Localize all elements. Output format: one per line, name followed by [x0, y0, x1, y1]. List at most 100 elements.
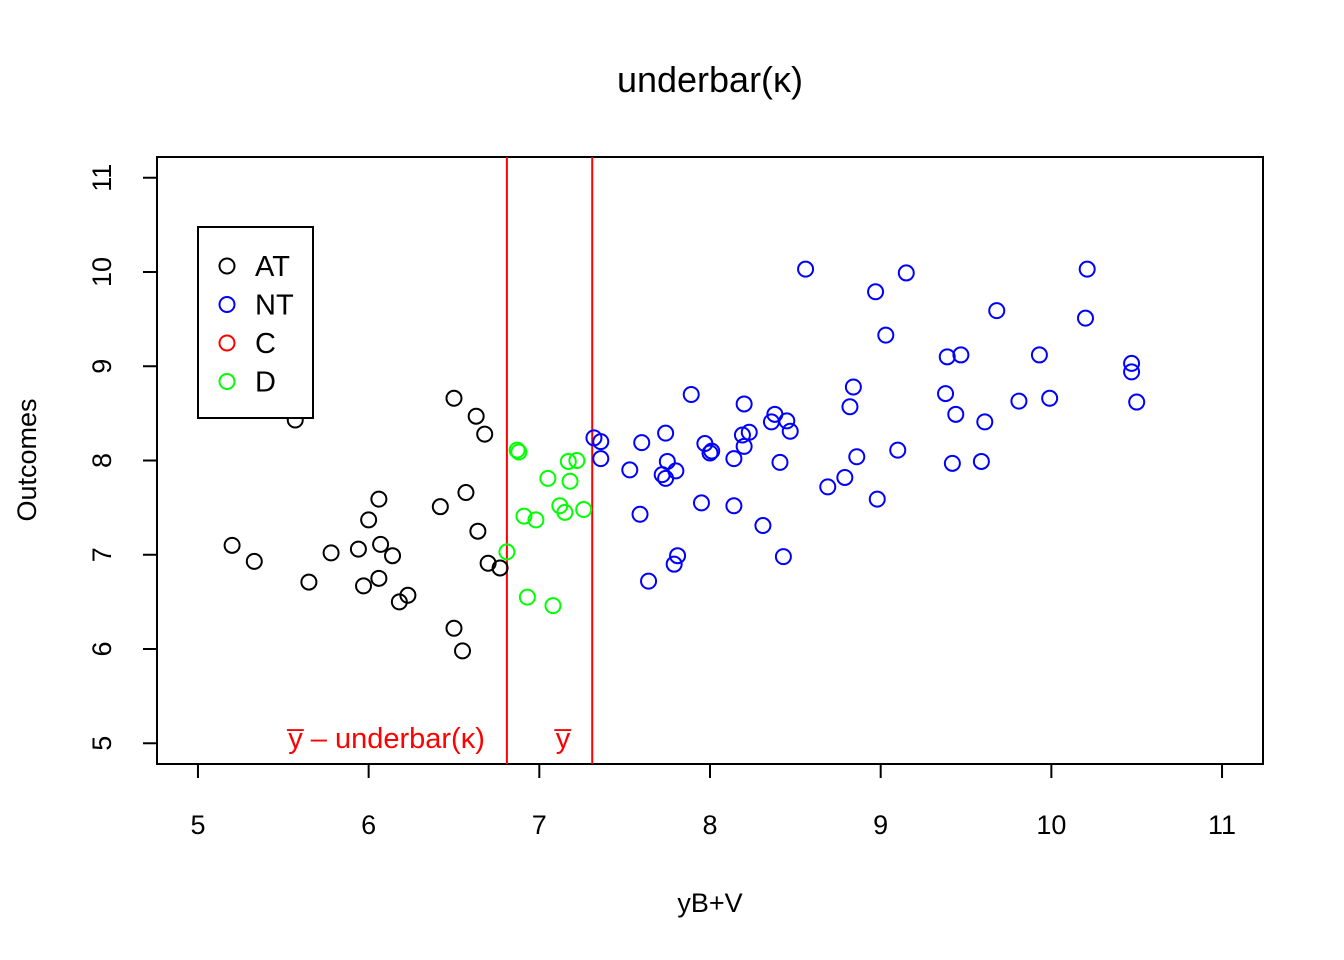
- data-point-nt: [938, 348, 956, 366]
- data-point-at: [399, 586, 417, 604]
- data-point-nt: [735, 437, 753, 455]
- data-point-d: [559, 452, 577, 470]
- data-point-nt: [633, 434, 651, 452]
- data-point-nt: [836, 468, 854, 486]
- data-point-nt: [1128, 393, 1146, 411]
- legend-label: D: [255, 367, 276, 399]
- data-point-nt: [797, 260, 815, 278]
- data-point-at: [300, 573, 318, 591]
- data-point-nt: [897, 264, 915, 282]
- data-point-at: [372, 535, 390, 553]
- y-tick-label: 5: [87, 736, 117, 751]
- data-point-nt: [657, 424, 675, 442]
- legend-marker: [218, 373, 236, 390]
- data-point-at: [349, 540, 367, 558]
- data-point-at: [223, 536, 241, 554]
- reference-line-label: y̅: [554, 723, 572, 755]
- data-point-d: [568, 452, 586, 469]
- y-tick-label: 6: [87, 641, 117, 656]
- data-point-at: [355, 577, 373, 595]
- data-point-nt: [1123, 363, 1141, 381]
- data-point-at: [322, 544, 340, 562]
- y-axis: 5 6 7 8 9 10 11: [87, 164, 158, 751]
- y-tick-label: 8: [87, 453, 117, 468]
- data-point-nt: [1078, 260, 1096, 278]
- data-point-nt: [877, 326, 895, 344]
- data-point-nt: [947, 405, 965, 423]
- data-point-nt: [1030, 346, 1048, 364]
- reference-lines: y̅ – underbar(κ) y̅: [286, 157, 594, 764]
- data-point-at: [370, 490, 388, 508]
- data-point-nt: [701, 444, 719, 462]
- data-point-nt: [631, 505, 649, 523]
- data-point-d: [539, 469, 557, 487]
- data-point-nt: [868, 490, 886, 508]
- data-point-nt: [1123, 354, 1141, 372]
- data-point-nt: [640, 572, 658, 590]
- data-point-nt: [1041, 389, 1059, 407]
- data-point-at: [467, 407, 485, 425]
- data-point-at: [445, 619, 463, 637]
- data-point-nt: [841, 398, 859, 416]
- chart-title: underbar(κ): [617, 59, 803, 100]
- data-point-d: [575, 501, 593, 519]
- y-axis-label: Outcomes: [12, 398, 42, 521]
- data-point-nt: [1010, 392, 1028, 410]
- data-point-nt: [669, 547, 687, 565]
- y-tick-label: 9: [87, 359, 117, 374]
- data-point-nt: [771, 453, 789, 471]
- data-point-nt: [819, 478, 837, 496]
- data-point-nt: [592, 433, 610, 451]
- data-point-d: [498, 543, 516, 561]
- legend-marker: [218, 296, 236, 313]
- data-point-nt: [754, 517, 772, 535]
- x-tick-label: 5: [190, 810, 205, 840]
- data-point-nt: [943, 454, 961, 472]
- data-point-at: [384, 547, 402, 565]
- x-tick-label: 8: [702, 810, 717, 840]
- x-tick-label: 7: [532, 810, 547, 840]
- x-tick-label: 9: [873, 810, 888, 840]
- data-point-d: [515, 507, 533, 525]
- data-point-nt: [703, 442, 721, 460]
- data-point-nt: [976, 413, 994, 431]
- data-point-d: [518, 588, 536, 606]
- data-point-d: [510, 443, 528, 461]
- data-point-nt: [658, 452, 676, 470]
- legend-label: NT: [255, 290, 294, 322]
- data-point-nt: [592, 450, 610, 468]
- y-tick-label: 7: [87, 547, 117, 562]
- y-tick-label: 10: [87, 257, 117, 287]
- x-axis-label: yB+V: [677, 888, 742, 918]
- data-point-nt: [621, 461, 639, 479]
- reference-line-label: y̅ – underbar(κ): [286, 723, 485, 755]
- y-tick-label: 11: [87, 164, 117, 192]
- data-point-at: [245, 552, 263, 570]
- data-point-nt: [952, 346, 970, 364]
- data-point-d: [527, 511, 545, 529]
- data-point-at: [370, 569, 388, 587]
- data-point-at: [431, 498, 449, 516]
- x-axis: 5 6 7 8 9 10 11: [190, 763, 1236, 840]
- data-points: [223, 260, 1146, 660]
- legend: AT NT CD: [197, 226, 314, 419]
- data-point-nt: [667, 462, 685, 480]
- data-point-at: [454, 642, 472, 660]
- legend-marker: [218, 334, 236, 352]
- data-point-nt: [988, 302, 1006, 320]
- data-point-nt: [665, 555, 683, 573]
- data-point-nt: [778, 412, 796, 430]
- data-point-at: [457, 484, 475, 502]
- data-point-nt: [725, 497, 743, 515]
- x-tick-label: 6: [361, 810, 376, 840]
- data-point-nt: [682, 386, 700, 404]
- data-point-nt: [937, 385, 955, 403]
- data-point-d: [561, 472, 579, 490]
- data-point-nt: [848, 448, 866, 466]
- data-point-d: [556, 503, 574, 521]
- data-point-nt: [657, 469, 675, 487]
- data-point-at: [476, 425, 494, 443]
- data-point-nt: [889, 441, 907, 459]
- data-point-nt: [781, 422, 799, 440]
